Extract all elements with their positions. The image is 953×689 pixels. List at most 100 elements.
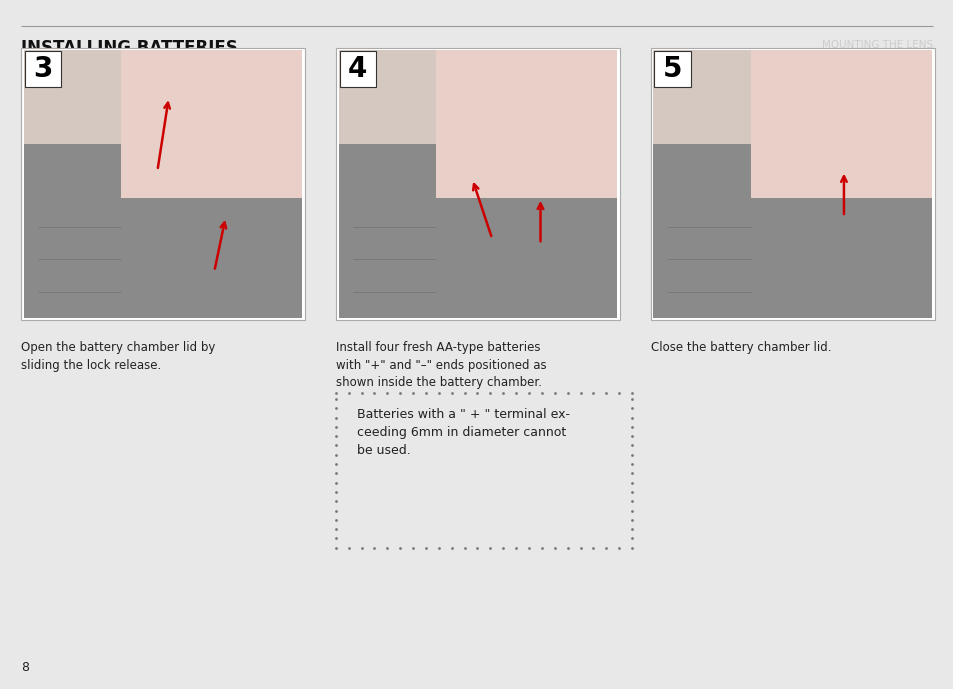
Point <box>405 542 420 553</box>
FancyBboxPatch shape <box>335 48 619 320</box>
Point <box>624 387 639 398</box>
Point <box>611 542 626 553</box>
Text: 4: 4 <box>348 55 367 83</box>
Point <box>328 505 343 516</box>
Point <box>482 387 497 398</box>
Point <box>456 542 472 553</box>
Point <box>623 393 639 404</box>
Point <box>623 514 639 525</box>
FancyBboxPatch shape <box>339 51 375 87</box>
Point <box>354 542 369 553</box>
Point <box>328 402 343 413</box>
Point <box>470 387 485 398</box>
Point <box>496 387 511 398</box>
Point <box>354 387 369 398</box>
Text: INSTALLING BATTERIES: INSTALLING BATTERIES <box>21 39 237 56</box>
Text: Basic operation  15: Basic operation 15 <box>831 56 932 67</box>
Point <box>328 421 343 432</box>
Point <box>328 387 343 398</box>
Point <box>598 387 614 398</box>
Point <box>623 486 639 497</box>
Point <box>444 387 459 398</box>
FancyBboxPatch shape <box>750 50 931 198</box>
FancyBboxPatch shape <box>436 50 617 198</box>
Point <box>573 387 588 398</box>
Point <box>496 542 511 553</box>
Point <box>405 387 420 398</box>
Point <box>623 477 639 488</box>
Text: Install four fresh AA-type batteries
with "+" and "–" ends positioned as
shown i: Install four fresh AA-type batteries wit… <box>335 341 546 389</box>
Point <box>444 542 459 553</box>
Point <box>547 387 562 398</box>
Point <box>534 542 549 553</box>
Point <box>559 387 575 398</box>
FancyBboxPatch shape <box>650 48 934 320</box>
FancyBboxPatch shape <box>21 48 305 320</box>
Point <box>341 387 356 398</box>
Point <box>328 458 343 469</box>
Text: MOUNTING THE LENS: MOUNTING THE LENS <box>821 40 932 50</box>
FancyBboxPatch shape <box>338 144 617 318</box>
Point <box>508 387 523 398</box>
FancyBboxPatch shape <box>654 51 690 87</box>
Text: Open the battery chamber lid by
sliding the lock release.: Open the battery chamber lid by sliding … <box>21 341 215 371</box>
Point <box>623 458 639 469</box>
Point <box>623 402 639 413</box>
Point <box>623 421 639 432</box>
Point <box>328 393 343 404</box>
Point <box>623 412 639 423</box>
Point <box>470 542 485 553</box>
Point <box>341 542 356 553</box>
Point <box>328 412 343 423</box>
Text: 3: 3 <box>33 55 52 83</box>
Point <box>598 542 614 553</box>
Point <box>393 387 408 398</box>
FancyBboxPatch shape <box>24 50 302 318</box>
Point <box>379 542 395 553</box>
Point <box>534 387 549 398</box>
Point <box>328 524 343 535</box>
Point <box>366 387 381 398</box>
Point <box>624 542 639 553</box>
FancyBboxPatch shape <box>121 50 302 198</box>
Text: 5: 5 <box>662 55 681 83</box>
Point <box>328 514 343 525</box>
Point <box>623 431 639 442</box>
Point <box>456 387 472 398</box>
Point <box>559 542 575 553</box>
Point <box>623 440 639 451</box>
Point <box>623 505 639 516</box>
Point <box>431 542 446 553</box>
Point <box>623 495 639 506</box>
Point <box>328 533 343 544</box>
Text: 8: 8 <box>21 661 29 674</box>
Point <box>328 477 343 488</box>
Point <box>611 387 626 398</box>
FancyBboxPatch shape <box>653 50 931 318</box>
Point <box>623 533 639 544</box>
FancyBboxPatch shape <box>338 50 617 318</box>
Point <box>431 387 446 398</box>
Point <box>328 431 343 442</box>
Point <box>521 542 537 553</box>
Point <box>328 440 343 451</box>
Point <box>623 524 639 535</box>
Text: Batteries with a " + " terminal ex-
ceeding 6mm in diameter cannot
be used.: Batteries with a " + " terminal ex- ceed… <box>356 408 569 457</box>
Point <box>547 542 562 553</box>
Point <box>585 542 600 553</box>
FancyBboxPatch shape <box>24 144 302 318</box>
FancyBboxPatch shape <box>25 51 61 87</box>
Point <box>393 542 408 553</box>
Point <box>521 387 537 398</box>
Point <box>482 542 497 553</box>
Point <box>328 449 343 460</box>
Point <box>366 542 381 553</box>
Text: Close the battery chamber lid.: Close the battery chamber lid. <box>650 341 830 354</box>
Point <box>418 542 434 553</box>
Point <box>328 495 343 506</box>
Point <box>379 387 395 398</box>
Point <box>585 387 600 398</box>
FancyBboxPatch shape <box>653 144 931 318</box>
Point <box>418 387 434 398</box>
Point <box>328 486 343 497</box>
